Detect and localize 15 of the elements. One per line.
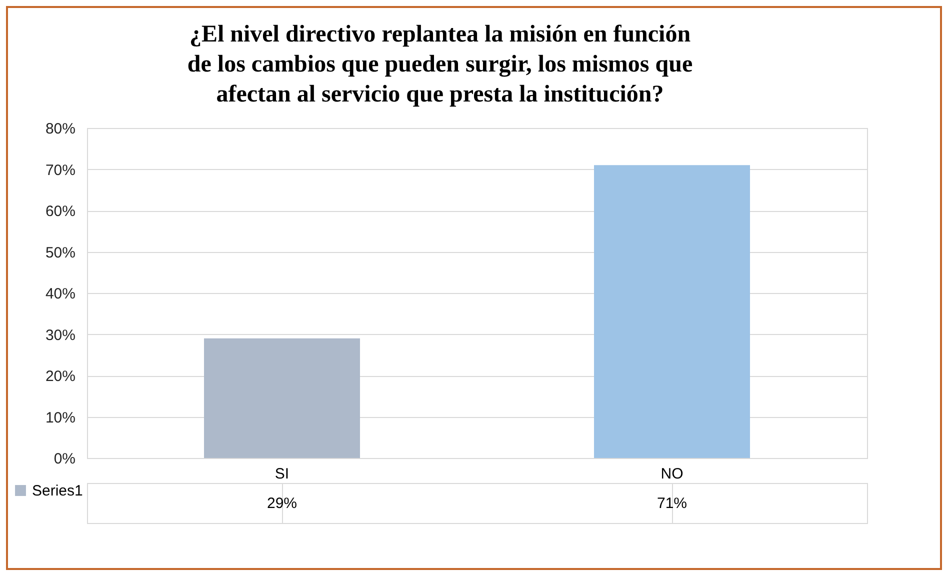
y-tick-label: 30% — [45, 326, 76, 344]
data-label: 29% — [266, 495, 298, 512]
x-tick-label: SI — [274, 466, 290, 482]
x-tick-label: NO — [660, 466, 684, 482]
y-tick-label: 70% — [45, 162, 76, 179]
y-tick-label: 20% — [45, 368, 76, 385]
y-tick-label: 10% — [45, 409, 76, 426]
y-tick-label: 40% — [45, 286, 76, 302]
y-tick-label: 50% — [45, 244, 76, 262]
y-tick-label: 0% — [54, 450, 76, 468]
y-tick-label: 60% — [45, 203, 76, 220]
data-label: 71% — [656, 495, 688, 512]
chart-title: ¿El nivel directivo replantea la misión en función de los cambios que pueden surgir, los mismos que afectan al servicio que presta la institución? — [187, 22, 693, 108]
y-tick-label: 80% — [45, 120, 76, 138]
legend-label: Series1 — [32, 482, 83, 500]
